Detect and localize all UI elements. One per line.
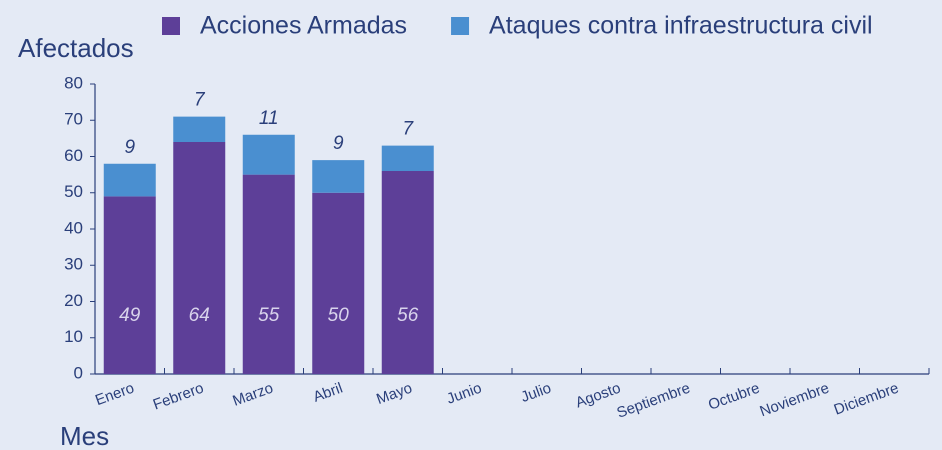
y-tick-label: 50: [64, 182, 83, 201]
y-tick-label: 40: [64, 218, 83, 237]
legend-label: Ataques contra infraestructura civil: [489, 12, 873, 40]
bar-segment: [242, 134, 295, 175]
y-tick-label: 70: [64, 110, 83, 129]
value-label: 50: [328, 305, 350, 326]
y-tick-label: 0: [74, 363, 83, 382]
y-tick-label: 20: [64, 291, 83, 310]
y-tick-label: 60: [64, 146, 83, 165]
value-label: 56: [397, 305, 419, 326]
bar-segment: [381, 171, 434, 374]
value-label: 11: [259, 108, 279, 129]
value-label: 64: [189, 305, 210, 326]
value-label: 9: [333, 133, 344, 154]
bar-segment: [103, 163, 156, 197]
bar-segment: [242, 174, 295, 374]
legend-swatch: [451, 17, 470, 35]
value-label: 7: [194, 90, 206, 111]
bar-segment: [173, 142, 226, 374]
y-tick-label: 10: [64, 327, 83, 346]
legend-swatch: [162, 17, 180, 35]
value-label: 49: [119, 305, 141, 326]
bar-segment: [312, 160, 365, 193]
value-label: 7: [402, 119, 414, 140]
y-tick-label: 80: [64, 73, 83, 92]
value-label: 55: [258, 305, 280, 326]
bar-segment: [381, 145, 434, 171]
bar-segment: [312, 192, 365, 374]
x-axis-label: Mes: [60, 421, 109, 450]
bar-segment: [103, 196, 156, 374]
y-axis-label: Afectados: [18, 33, 134, 63]
legend-label: Acciones Armadas: [200, 12, 407, 40]
y-tick-label: 30: [64, 255, 83, 274]
value-label: 9: [124, 137, 135, 158]
bar-segment: [173, 116, 226, 142]
